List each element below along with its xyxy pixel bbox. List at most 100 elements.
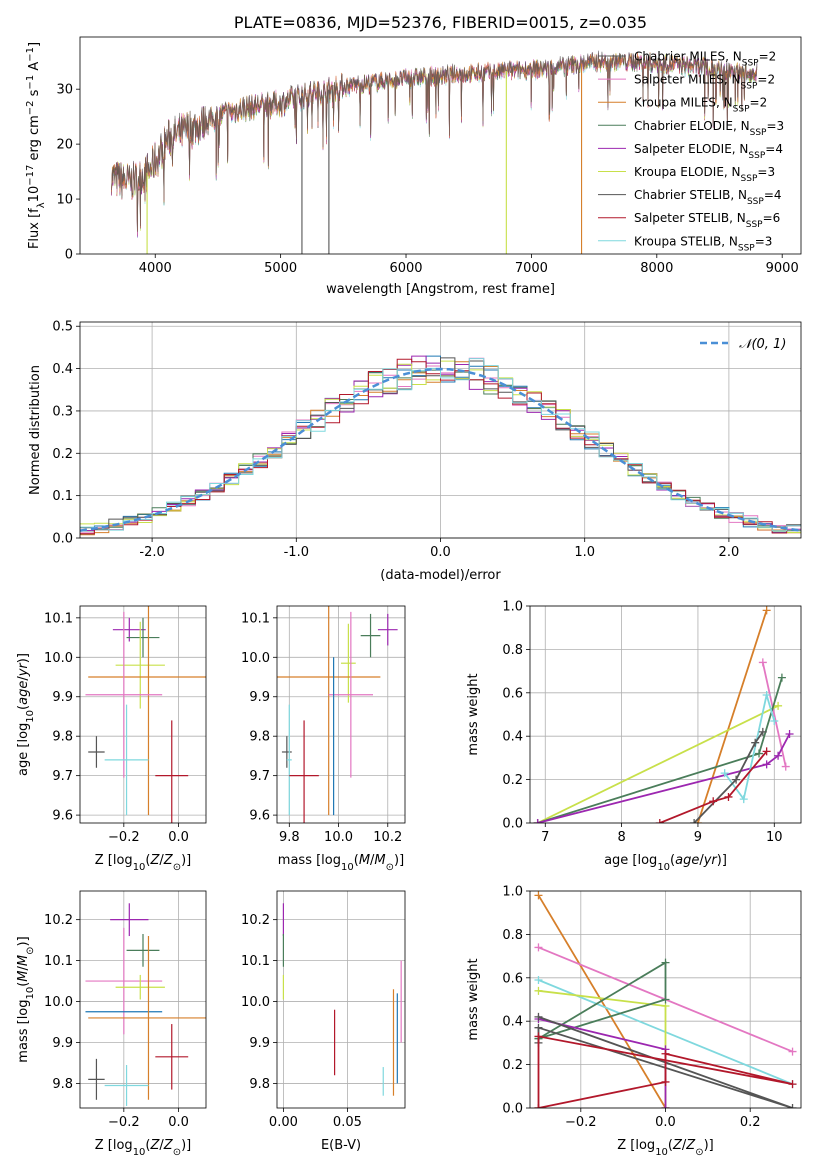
x-tick-label: 9.8 [279,830,300,845]
legend-text: Salpeter MILES, N [634,73,741,87]
legend-label: Salpeter MILES, NSSP=2 [634,73,775,92]
age_vs_mass-xlabel: mass [log10(M/M⊙)] [278,853,404,873]
y-tick-label: 0.4 [502,730,523,745]
label-part: M [16,970,31,981]
residuals-histograms [80,355,801,536]
residuals-ylabel: Normed distribution [28,365,43,495]
label-part: / [159,853,164,868]
legend-text: Salpeter STELIB, N [634,211,746,225]
spectrum-panel: 4000 5000 6000 7000 8000 9000 0 10 20 30 PLATE=083… [25,13,802,297]
label-part: ⊙ [173,1147,181,1158]
label-part: 10 [133,862,146,873]
residuals-panel: -2.0 -1.0 0.0 1.0 2.0 0.0 0.1 0.2 0.3 0.4 0.5 (data… [28,320,802,583]
weight-marker [534,975,543,984]
x-tick-label: 0.0 [430,545,451,560]
weight-marker [661,1077,670,1086]
label-part: )] [181,1138,191,1153]
weight-marker [724,792,733,801]
y-tick-label: 10.2 [44,913,73,928]
legend-sub: SSP [741,174,758,184]
label-part: −1 [25,47,36,62]
y-tick-label: 9.9 [52,1036,73,1051]
weight-marker [777,673,786,682]
errorbar-point [115,974,165,1000]
label-part: ⊙ [695,1147,703,1158]
legend-suffix: =2 [759,50,777,64]
y-tick-label: 0 [65,248,73,263]
y-tick-label: 9.6 [249,809,270,824]
errorbar-point [377,613,398,646]
weight-marker [690,819,699,823]
legend-sub: SSP [747,197,764,207]
age_vs_mass-grid [277,606,405,823]
spectrum-model-line-chab_stelib [111,50,758,232]
weight_vs_Z-frame [529,890,802,1109]
y-tick-label: 0.0 [502,817,523,832]
label-part: M [16,955,31,966]
weight_vs_Z-series [534,891,797,1108]
x-tick-label: 0.0 [168,1115,189,1130]
y-tick-label: 0.0 [502,1102,523,1117]
label-part: erg cm [27,115,42,164]
x-tick-label: 7 [541,830,549,845]
label-part: )] [717,853,727,868]
legend-suffix: =2 [750,96,768,110]
label-part: Z [log [95,1138,133,1153]
label-part: 10 [25,987,36,1000]
errorbar-point [88,1058,105,1100]
x-tick-label: -2.0 [139,545,164,560]
label-part: −2 [25,100,36,115]
age_vs_Z-points [85,606,206,823]
residuals-xlabel: (data-model)/error [380,568,501,583]
residual-hist-krou_stelib [80,358,801,532]
spectrum-xlabel: wavelength [Angstrom, rest frame] [326,282,555,297]
y-tick-label: 1.0 [502,600,523,615]
legend-text: Chabrier ELODIE, N [634,119,750,133]
y-tick-label: 30 [56,83,73,98]
legend-label: Chabrier MILES, NSSP=2 [634,50,776,69]
legend-sub: SSP [733,105,750,115]
weight-line-krou_elodie [538,989,667,1108]
legend-label: Kroupa ELODIE, NSSP=3 [634,165,775,184]
weight_vs_age-frame [529,605,802,824]
x-tick-label: 10.0 [324,830,353,845]
mass_vs_ebv-panel: 0.00 0.05 9.8 9.9 10.0 10.1 10.2 E(B-V) [241,890,406,1153]
x-tick-label: −0.2 [108,830,140,845]
legend-label: Salpeter STELIB, NSSP=6 [634,211,780,230]
weight-marker [785,730,794,739]
label-part: )] [16,936,31,946]
y-tick-label: 0.3 [52,404,73,419]
label-part: age [675,853,699,868]
weight-marker [788,1104,797,1108]
y-tick-label: 9.7 [249,769,270,784]
weight-line-salp_stelib [659,750,768,823]
legend-suffix: =3 [757,165,775,179]
weight-line-krou_elodie [537,704,779,823]
age_vs_Z-xlabel: Z [log10(Z/Z⊙)] [95,853,192,873]
age_vs_Z-ylabel: age [log10(age/yr)] [16,653,36,776]
label-part: Flux [f [27,208,42,249]
errorbar-point [277,606,381,816]
y-tick-label: 1.0 [502,885,523,900]
legend-label: Kroupa MILES, NSSP=2 [634,96,767,115]
x-tick-label: 0.05 [333,1115,362,1130]
weight-marker [762,606,771,615]
spectrum-title: PLATE=0836, MJD=52376, FIBERID=0015, z=0… [234,13,647,32]
label-part: ( [668,1138,673,1153]
weight-marker [709,797,718,806]
y-tick-label: 10.2 [241,913,270,928]
weight-marker [739,795,748,804]
label-part: age [16,681,31,705]
weight-marker [534,1012,543,1021]
x-tick-label: 7000 [515,261,548,276]
weight-marker [693,819,702,823]
y-tick-label: 9.9 [249,690,270,705]
legend-sub: SSP [748,151,765,161]
weight-marker [788,1047,797,1056]
label-part: mass [log [278,853,341,868]
errorbar-point [88,736,105,768]
residuals-frame [79,321,802,539]
legend-suffix: =2 [757,73,775,87]
